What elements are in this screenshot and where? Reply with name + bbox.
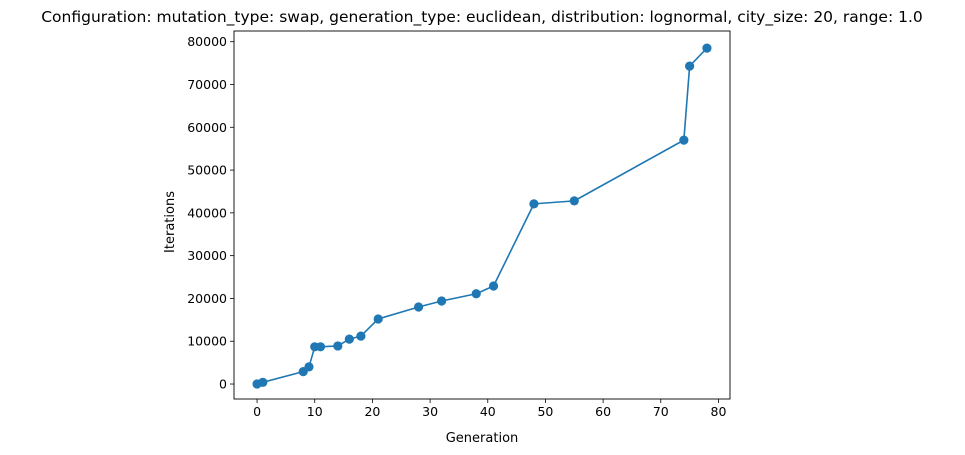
x-tick-label: 70 [653, 404, 669, 419]
x-tick-label: 40 [480, 404, 496, 419]
x-tick-label: 20 [364, 404, 380, 419]
x-tick-label: 10 [307, 404, 323, 419]
data-point [702, 43, 712, 53]
y-tick-label: 60000 [187, 120, 227, 135]
data-point [569, 196, 579, 206]
data-point [679, 135, 689, 145]
data-point [437, 296, 447, 306]
series-layer [252, 43, 712, 389]
y-tick-label: 20000 [187, 291, 227, 306]
y-tick-label: 50000 [187, 163, 227, 178]
y-tick-label: 40000 [187, 205, 227, 220]
x-tick-label: 0 [253, 404, 261, 419]
data-point [333, 341, 343, 351]
data-point [685, 61, 695, 71]
plot-area-frame [233, 30, 731, 400]
x-axis-label: Generation [446, 431, 519, 446]
x-tick-label: 50 [537, 404, 553, 419]
x-tick-label: 60 [595, 404, 611, 419]
data-point [373, 314, 383, 324]
y-tick-label: 80000 [187, 34, 227, 49]
y-axis-label: Iterations [163, 191, 178, 253]
data-point [356, 331, 366, 341]
y-tick-label: 10000 [187, 334, 227, 349]
data-point [413, 302, 424, 312]
x-tick-label: 80 [711, 404, 727, 419]
data-point [258, 377, 268, 387]
data-point [344, 334, 354, 344]
chart-title: Configuration: mutation_type: swap, gene… [41, 8, 923, 27]
y-tick-label: 30000 [187, 248, 227, 263]
y-tick-label: 0 [219, 377, 227, 392]
y-axis: 0 10000 20000 30000 40000 50000 60000 70000 8000… [187, 34, 234, 392]
data-point [529, 199, 539, 209]
data-point [304, 362, 314, 372]
data-point [315, 342, 326, 352]
data-point [471, 289, 481, 299]
data-point [488, 281, 499, 291]
x-tick-label: 30 [422, 404, 438, 419]
y-tick-label: 70000 [187, 77, 227, 92]
x-axis: 0 10 20 30 40 50 60 70 80 [253, 399, 726, 419]
series-line [256, 47, 708, 385]
